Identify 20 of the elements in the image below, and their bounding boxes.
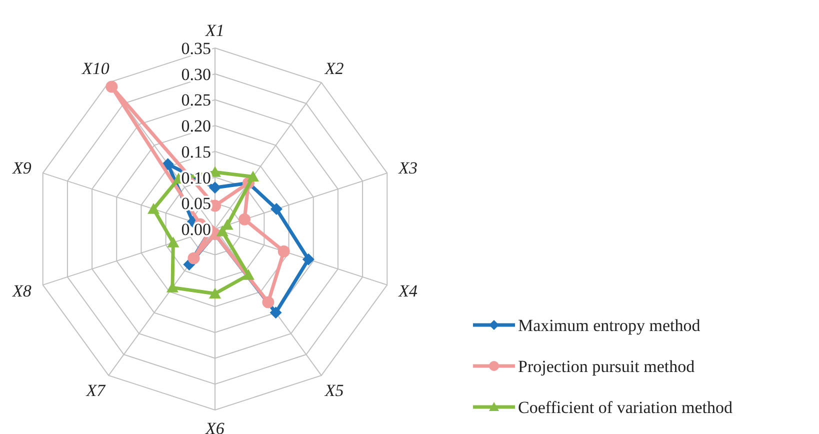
- y-tick-label: 0.20: [181, 116, 211, 136]
- spoke-label: X6: [204, 419, 225, 434]
- y-tick-label: 0.00: [181, 220, 211, 239]
- spoke-label: X3: [398, 158, 418, 178]
- spoke-label: X8: [11, 281, 32, 300]
- spoke-label: X7: [85, 380, 107, 400]
- spoke-label: X10: [80, 59, 110, 78]
- legend-label: Maximum entropy method: [518, 316, 701, 335]
- legend-label: Coefficient of variation method: [518, 398, 733, 417]
- y-tick-label: 0.25: [181, 90, 211, 110]
- y-tick-label: 0.35: [181, 39, 211, 58]
- spoke-label: X5: [324, 380, 344, 400]
- y-tick-label: 0.10: [181, 168, 211, 188]
- spoke-label: X9: [11, 158, 32, 178]
- y-tick-label: 0.30: [181, 64, 211, 84]
- spoke-label: X4: [398, 281, 418, 300]
- legend-label: Projection pursuit method: [518, 357, 696, 376]
- spoke-label: X1: [204, 21, 224, 40]
- spoke-label: X2: [324, 59, 344, 78]
- y-tick-label: 0.15: [181, 142, 211, 162]
